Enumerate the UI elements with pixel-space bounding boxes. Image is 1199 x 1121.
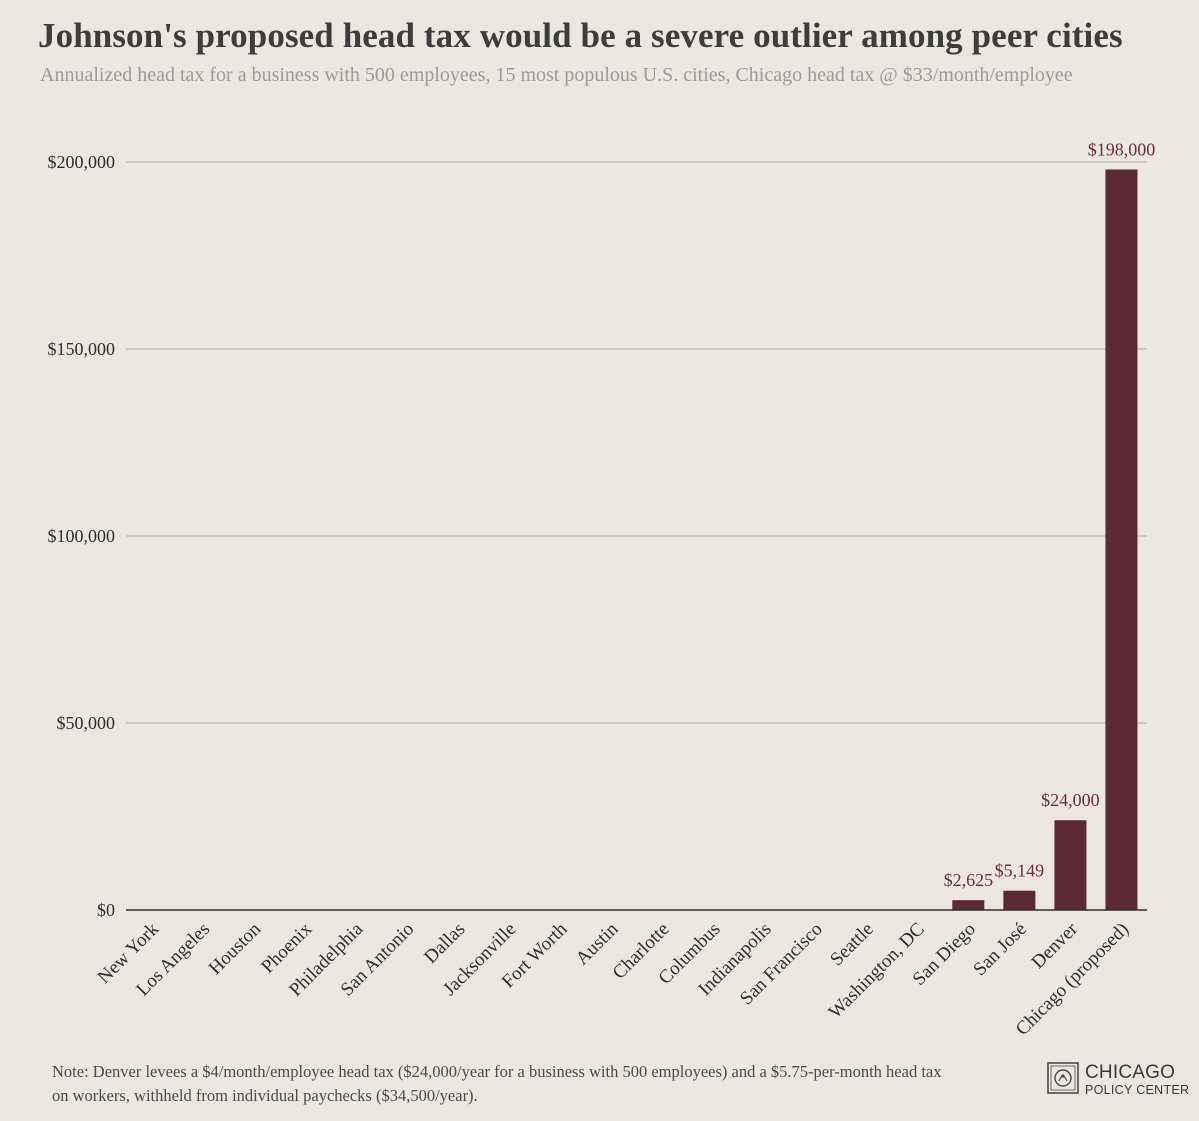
- bar: [952, 900, 985, 910]
- x-tick-label: Dallas: [420, 919, 469, 968]
- y-tick-label: $0: [97, 900, 115, 920]
- y-tick-label: $100,000: [48, 526, 116, 546]
- bars: [952, 169, 1138, 911]
- data-label: $5,149: [995, 861, 1045, 881]
- chart-title: Johnson's proposed head tax would be a s…: [38, 16, 1123, 55]
- y-axis-tick-labels: $0 $50,000 $100,000 $150,000 $200,000: [48, 152, 116, 920]
- data-label: $24,000: [1041, 790, 1100, 810]
- logo-text-line1: CHICAGO: [1085, 1062, 1176, 1083]
- y-tick-label: $200,000: [48, 152, 116, 172]
- bar: [1105, 169, 1138, 911]
- chicago-seal-icon: [1047, 1062, 1079, 1094]
- y-tick-label: $50,000: [57, 713, 116, 733]
- data-label: $2,625: [944, 870, 994, 890]
- logo-text-line2: POLICY CENTER: [1085, 1083, 1190, 1097]
- data-label: $198,000: [1088, 139, 1156, 159]
- chart-subtitle: Annualized head tax for a business with …: [40, 64, 1073, 86]
- bar: [1054, 820, 1087, 910]
- y-tick-label: $150,000: [48, 339, 116, 359]
- gridlines: [126, 161, 1147, 724]
- chicago-policy-center-logo: CHICAGO POLICY CENTER: [1047, 1062, 1190, 1102]
- footnote: Note: Denver levees a $4/month/employee …: [52, 1062, 942, 1105]
- x-tick-label: Houston: [205, 918, 266, 979]
- data-labels: $2,625 $5,149 $24,000 $198,000: [944, 139, 1156, 890]
- bar: [1003, 890, 1036, 910]
- x-tick-label: San José: [969, 919, 1031, 981]
